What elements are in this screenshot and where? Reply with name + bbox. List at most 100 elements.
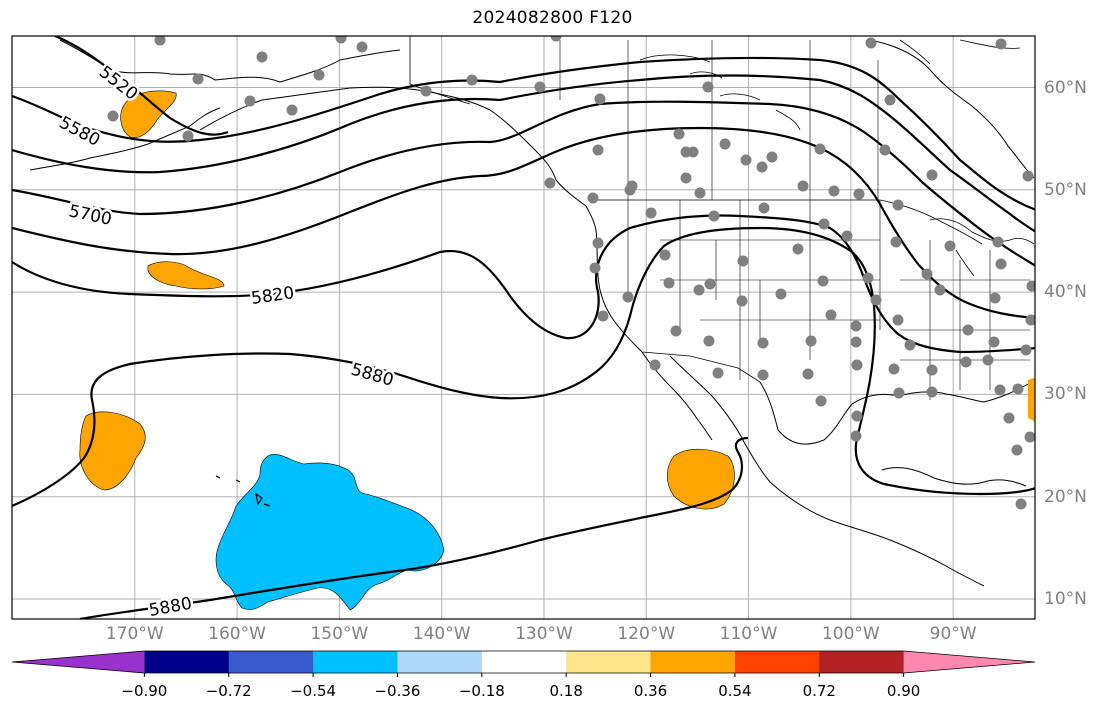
station-marker <box>704 278 716 290</box>
station-marker <box>825 309 837 321</box>
station-marker <box>926 364 938 376</box>
mexico-pacific-coast <box>669 355 985 587</box>
colorbar-tick-label: 0.18 <box>549 682 583 700</box>
longitude-label: 90°W <box>929 624 977 644</box>
negative-anomaly-hawaii <box>215 454 445 611</box>
station-marker <box>680 172 692 184</box>
gulf-of-mexico-coast <box>759 381 1029 445</box>
station-marker <box>841 230 853 242</box>
contour-5760 <box>12 126 1035 320</box>
station-marker <box>719 138 731 150</box>
station-marker <box>892 199 904 211</box>
station-marker <box>815 395 827 407</box>
us-mexico-border <box>641 351 761 383</box>
station-marker <box>1020 344 1032 356</box>
station-marker <box>865 37 877 49</box>
station-marker <box>592 237 604 249</box>
station-marker <box>659 249 671 261</box>
station-marker <box>879 144 891 156</box>
station-marker <box>670 325 682 337</box>
station-marker <box>622 291 634 303</box>
longitude-label: 150°W <box>310 624 369 644</box>
station-marker <box>870 294 882 306</box>
colorbar-tick-label: 0.36 <box>633 682 668 700</box>
height-contours <box>12 36 1035 619</box>
station-marker <box>192 73 204 85</box>
map-area: 5520 5580 5700 5820 5880 5880 <box>12 36 1035 621</box>
station-marker <box>989 292 1001 304</box>
station-marker <box>926 386 938 398</box>
colorbar-segment <box>228 651 314 673</box>
station-marker <box>1003 412 1015 424</box>
station-marker <box>356 41 368 53</box>
station-marker <box>850 320 862 332</box>
station-marker <box>817 275 829 287</box>
aleutian-chain <box>29 107 221 171</box>
station-marker <box>995 38 1007 50</box>
contour-label-5880-south: 5880 <box>147 594 193 621</box>
colorbar-tick-label: 0.90 <box>886 682 921 700</box>
station-marker <box>766 151 778 163</box>
station-marker <box>1012 383 1024 395</box>
colorbar-tick-label: 0.72 <box>802 682 836 700</box>
station-marker <box>313 69 325 81</box>
station-marker <box>828 185 840 197</box>
latitude-label: 50°N <box>1044 179 1087 200</box>
station-marker <box>926 169 938 181</box>
colorbar <box>11 650 1036 677</box>
coastlines-borders <box>29 36 1035 587</box>
greenland-hudson <box>869 39 1035 179</box>
station-marker <box>663 277 675 289</box>
station-marker <box>1015 498 1027 510</box>
longitude-label: 110°W <box>719 624 778 644</box>
station-marker <box>775 288 787 300</box>
station-marker <box>736 295 748 307</box>
latitude-label: 40°N <box>1044 282 1087 303</box>
station-marker <box>1022 170 1034 182</box>
station-marker <box>802 368 814 380</box>
station-marker <box>960 356 972 368</box>
colorbar-tick-label: −0.90 <box>121 682 168 700</box>
station-marker <box>244 95 256 107</box>
contour-5640 <box>12 74 1035 233</box>
station-marker <box>756 161 768 173</box>
contour-5880-south <box>79 436 749 619</box>
contour-5700 <box>12 100 1035 267</box>
station-marker <box>995 258 1007 270</box>
map-frame <box>11 35 1036 620</box>
station-marker <box>703 335 715 347</box>
us-west-coast <box>595 229 643 353</box>
station-marker <box>944 240 956 252</box>
station-marker <box>757 337 769 349</box>
station-marker <box>805 335 817 347</box>
contour-5520 <box>54 36 229 136</box>
alaska-canada-border <box>409 36 471 105</box>
colorbar-tick-label: −0.72 <box>205 682 252 700</box>
colorbar-segment <box>819 651 905 673</box>
station-marker <box>862 272 874 284</box>
canada-province-lines <box>559 40 879 200</box>
colorbar-tick-label: −0.18 <box>458 682 505 700</box>
station-marker <box>708 210 720 222</box>
station-marker <box>934 284 946 296</box>
colorbar-segment <box>734 651 820 673</box>
station-marker <box>182 130 194 142</box>
contour-label-5580: 5580 <box>56 113 104 151</box>
station-marker <box>592 144 604 156</box>
latitude-label: 10°N <box>1044 589 1087 609</box>
station-marker <box>624 184 636 196</box>
colorbar-segment <box>313 651 398 673</box>
station-marker <box>853 188 865 200</box>
station-marker <box>256 51 268 63</box>
station-marker <box>466 74 478 86</box>
colorbar-segment <box>481 651 567 673</box>
station-marker <box>534 81 546 93</box>
positive-anomaly-florida <box>1028 377 1035 422</box>
longitude-label: 120°W <box>617 624 676 644</box>
positive-anomaly-mexico-coast <box>666 448 735 510</box>
contour-5880-north <box>12 226 1035 508</box>
station-marker <box>758 202 770 214</box>
colorbar-segment <box>397 651 483 673</box>
great-lakes <box>929 218 1035 277</box>
